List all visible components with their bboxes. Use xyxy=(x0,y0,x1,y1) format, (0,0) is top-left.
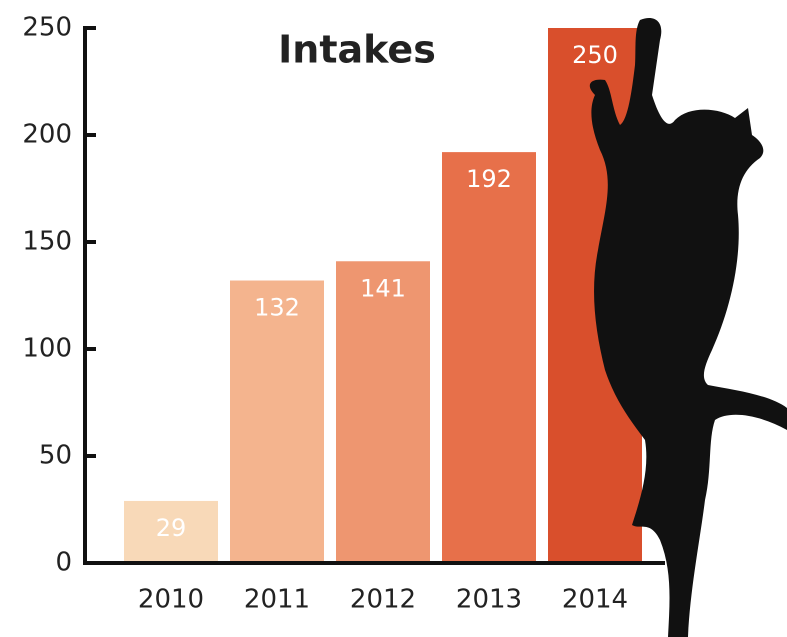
cat-silhouette xyxy=(589,18,787,637)
x-tick-label: 2013 xyxy=(456,585,522,615)
y-tick-label: 50 xyxy=(39,441,72,471)
y-tick-label: 100 xyxy=(22,334,72,364)
y-tick-label: 150 xyxy=(22,227,72,257)
value-label: 250 xyxy=(572,41,618,69)
value-label: 192 xyxy=(466,165,512,193)
x-tick-label: 2012 xyxy=(350,585,416,615)
bar xyxy=(442,152,536,563)
value-label: 132 xyxy=(254,294,300,322)
y-tick-label: 0 xyxy=(55,548,72,578)
bar xyxy=(336,261,430,563)
y-tick-label: 250 xyxy=(22,13,72,43)
x-tick-label: 2014 xyxy=(562,585,628,615)
value-label: 29 xyxy=(156,514,187,542)
chart-title: Intakes xyxy=(278,28,436,72)
plot: 29 132 141 192 250 xyxy=(124,28,642,563)
bar xyxy=(230,280,324,563)
bar xyxy=(124,500,218,563)
value-label: 141 xyxy=(360,274,406,302)
x-tick-label: 2011 xyxy=(244,585,310,615)
x-tick-label: 2010 xyxy=(138,585,204,615)
y-tick-label: 200 xyxy=(22,120,72,150)
